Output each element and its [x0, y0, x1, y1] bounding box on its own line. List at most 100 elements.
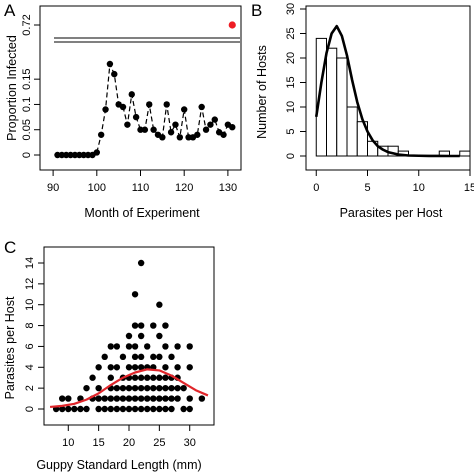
panel-c-point — [65, 405, 72, 413]
panel-c-point — [174, 395, 181, 402]
panel-b-y-axis: 0 5 10 15 20 25 30 — [285, 3, 306, 159]
panel-c-point — [119, 384, 127, 392]
panel-c-point — [186, 343, 193, 350]
panel-b-xtick-label: 10 — [413, 182, 425, 194]
panel-c-point — [107, 343, 114, 350]
panel-c-point — [144, 405, 151, 413]
panel-c: C Parasites per Host Guppy Standard Leng… — [3, 238, 215, 472]
panel-c-point — [137, 384, 145, 392]
panel-c-point — [156, 332, 163, 340]
panel-a-xtick-label: 130 — [219, 182, 237, 194]
panel-c-ytick-label: 14 — [24, 257, 36, 269]
panel-a-x-axis: 90 100 110 120 130 — [47, 170, 237, 194]
panel-c-point — [71, 405, 78, 413]
panel-c-point — [174, 384, 181, 392]
panel-c-point — [137, 332, 145, 340]
panel-a-xtick-label: 90 — [47, 182, 59, 194]
panel-c-point — [131, 343, 139, 350]
panel-c-ytick-label: 10 — [24, 299, 36, 311]
panel-b-fit-line — [314, 24, 460, 158]
panel-c-point — [137, 364, 145, 371]
panel-c-point — [107, 405, 114, 413]
panel-a-point — [167, 129, 175, 136]
panel-c-xlabel: Guppy Standard Length (mm) — [36, 458, 201, 472]
panel-c-point — [107, 395, 114, 402]
panel-c-point — [144, 384, 151, 392]
panel-a-point — [159, 134, 166, 141]
panel-a-point — [211, 116, 218, 123]
panel-b-x-axis: 0 5 10 15 — [313, 170, 474, 194]
panel-c-point — [65, 395, 72, 402]
panel-a-point — [132, 113, 140, 121]
panel-c-point — [83, 405, 90, 413]
panel-c-xtick-label: 25 — [153, 437, 165, 449]
panel-c-point — [156, 384, 163, 392]
panel-a-point — [194, 131, 201, 138]
panel-c-xtick-label: 20 — [123, 437, 135, 449]
panel-a-point — [141, 126, 149, 133]
panel-c-point — [144, 374, 151, 381]
panel-a-point — [180, 106, 188, 113]
panel-c-fit-line — [49, 368, 209, 409]
panel-b-bar — [346, 106, 358, 157]
panel-b-letter: B — [251, 1, 262, 20]
panel-c-point — [174, 343, 181, 350]
panel-c-ytick-label: 4 — [24, 364, 36, 370]
panel-c-point — [113, 343, 121, 350]
panel-c-point — [125, 343, 133, 350]
panel-a-point — [163, 101, 170, 108]
panel-c-point — [137, 322, 145, 329]
panel-c-point — [180, 405, 187, 413]
panel-c-x-axis: 10 15 20 25 30 — [62, 425, 196, 449]
panel-c-point — [156, 405, 163, 413]
panel-c-point — [156, 353, 163, 361]
panel-c-point — [119, 353, 127, 361]
panel-c-point — [107, 364, 114, 371]
panel-a-xlabel: Month of Experiment — [84, 206, 200, 220]
panel-b-ytick-label: 30 — [285, 3, 297, 15]
panel-a-point — [111, 70, 118, 78]
panel-c-point — [95, 395, 102, 402]
panel-b-plot — [314, 24, 471, 158]
panel-c-point — [77, 405, 84, 413]
panel-c-point — [101, 353, 108, 361]
panel-c-point — [150, 405, 157, 413]
panel-c-point — [186, 395, 193, 402]
panel-c-point — [131, 364, 139, 371]
panel-c-point — [180, 384, 187, 392]
panel-c-point — [125, 405, 133, 413]
panel-c-point — [131, 374, 139, 381]
panel-a-point — [220, 131, 227, 138]
panel-c-point — [198, 395, 206, 402]
panel-b-xtick-label: 5 — [364, 182, 370, 194]
panel-a-point — [172, 121, 179, 128]
panel-c-point — [95, 384, 102, 392]
panel-c-plot — [49, 259, 209, 413]
panel-c-y-axis: 0 2 4 6 8 10 12 14 — [24, 257, 44, 412]
panel-c-point — [162, 405, 169, 413]
panel-c-point — [113, 364, 121, 371]
panel-c-ylabel: Parasites per Host — [3, 296, 17, 399]
panel-a-xtick-label: 100 — [88, 182, 106, 194]
panel-c-point — [137, 374, 145, 381]
panel-c-ytick-label: 12 — [24, 278, 36, 290]
panel-b-ytick-label: 20 — [285, 52, 297, 64]
panel-c-point — [186, 364, 193, 371]
panel-c-point — [162, 374, 169, 381]
panel-a-point — [119, 103, 127, 111]
panel-b-ytick-label: 15 — [285, 76, 297, 88]
panel-a-point — [128, 91, 135, 98]
panel-a: A Proportion Infected Month of Experimen… — [4, 1, 242, 220]
panel-a-xtick-label: 110 — [132, 182, 150, 194]
panel-c-point — [137, 405, 145, 413]
panel-c-point — [150, 353, 157, 361]
panel-a-ytick-label: 0.72 — [21, 14, 33, 35]
panel-c-point — [156, 301, 163, 308]
panel-c-xtick-label: 15 — [93, 437, 105, 449]
panel-a-point — [106, 60, 114, 68]
panel-c-point — [113, 395, 121, 402]
panel-b-bar — [459, 150, 471, 157]
panel-c-point — [150, 395, 157, 402]
panel-c-ytick-label: 6 — [24, 343, 36, 349]
